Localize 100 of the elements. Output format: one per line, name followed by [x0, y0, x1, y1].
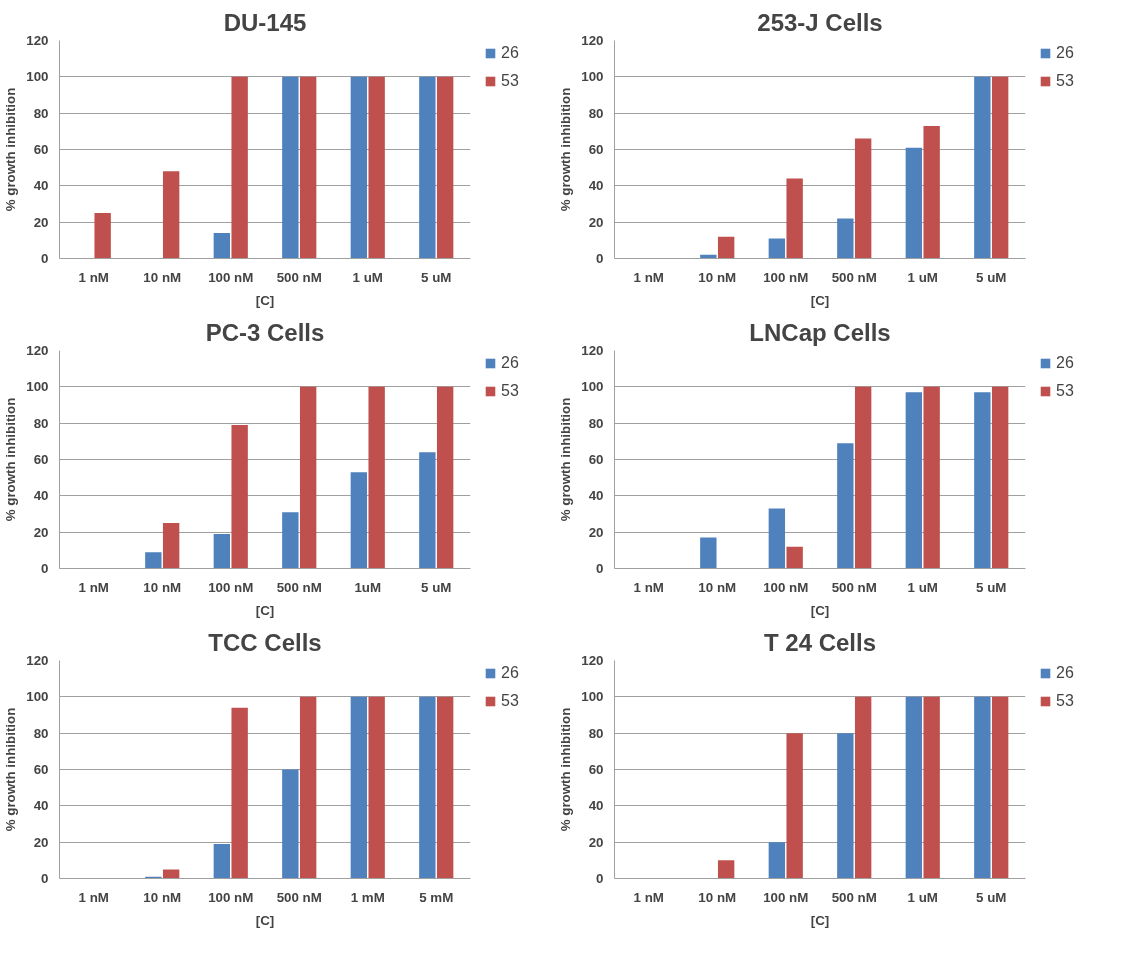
x-tick-label: 100 nM	[763, 269, 809, 285]
x-tick-label: 1 uM	[907, 579, 938, 595]
x-axis-title: [C]	[810, 602, 830, 618]
y-tick-label: 100	[26, 689, 49, 705]
x-tick-label: 1 uM	[352, 269, 383, 285]
y-tick-label: 40	[588, 178, 604, 194]
legend-label: 53	[501, 72, 520, 90]
x-tick-label: 500 nM	[276, 269, 322, 285]
y-tick-label: 0	[41, 251, 49, 266]
y-tick-label: 20	[33, 524, 49, 540]
x-tick-label: 100 nM	[208, 889, 254, 905]
x-axis-title: [C]	[255, 292, 275, 308]
y-axis-title: % growth inhibition	[558, 87, 574, 212]
x-tick-label: 10 nM	[698, 889, 737, 905]
y-tick-label: 60	[33, 142, 49, 157]
y-tick-label: 40	[588, 488, 604, 504]
x-tick-label: 10 nM	[143, 579, 182, 595]
y-tick-label: 120	[581, 343, 604, 358]
y-axis-title: % growth inhibition	[3, 397, 19, 522]
x-tick-label: 1 nM	[78, 579, 109, 595]
x-tick-label: 10 nM	[698, 269, 737, 285]
chart-title: T 24 Cells	[763, 628, 877, 656]
x-axis-title: [C]	[255, 602, 275, 618]
x-tick-label: 5 mM	[419, 889, 454, 905]
legend-label: 26	[501, 354, 520, 372]
legend-label: 53	[501, 692, 520, 710]
y-tick-label: 120	[581, 33, 604, 48]
y-tick-label: 100	[581, 379, 604, 395]
x-tick-label: 500 nM	[276, 579, 322, 595]
y-tick-label: 40	[33, 178, 49, 194]
y-tick-label: 0	[41, 561, 49, 576]
chart-title: PC-3 Cells	[205, 318, 325, 346]
legend-label: 53	[1056, 72, 1075, 90]
y-axis-title: % growth inhibition	[558, 397, 574, 522]
x-tick-label: 100 nM	[763, 579, 809, 595]
y-tick-label: 60	[588, 142, 604, 157]
y-tick-label: 60	[588, 762, 604, 777]
y-tick-label: 120	[26, 33, 49, 48]
x-tick-label: 10 nM	[698, 579, 737, 595]
x-tick-label: 10 nM	[143, 269, 182, 285]
y-tick-label: 0	[596, 251, 604, 266]
y-tick-label: 40	[33, 488, 49, 504]
y-tick-label: 40	[33, 798, 49, 814]
x-tick-label: 1 uM	[907, 269, 938, 285]
y-tick-label: 80	[33, 105, 49, 121]
legend-label: 53	[1056, 382, 1075, 400]
x-tick-label: 100 nM	[208, 269, 254, 285]
x-tick-label: 500 nM	[831, 889, 877, 905]
y-tick-label: 60	[33, 762, 49, 777]
y-tick-label: 120	[26, 343, 49, 358]
y-axis-title: % growth inhibition	[558, 707, 574, 832]
legend-label: 53	[501, 382, 520, 400]
y-tick-label: 100	[581, 69, 604, 85]
legend-label: 26	[1056, 354, 1075, 372]
y-tick-label: 20	[588, 214, 604, 230]
y-tick-label: 20	[33, 214, 49, 230]
legend-label: 26	[501, 664, 520, 682]
x-tick-label: 1 uM	[907, 889, 938, 905]
x-tick-label: 5 uM	[976, 579, 1007, 595]
y-tick-label: 80	[33, 725, 49, 741]
x-tick-label: 100 nM	[208, 579, 254, 595]
x-tick-label: 500 nM	[276, 889, 322, 905]
y-tick-label: 60	[33, 452, 49, 467]
y-tick-label: 80	[588, 105, 604, 121]
x-tick-label: 500 nM	[831, 579, 877, 595]
y-tick-label: 20	[33, 834, 49, 850]
y-tick-label: 20	[588, 834, 604, 850]
x-tick-label: 1 nM	[633, 889, 664, 905]
legend-label: 26	[501, 44, 520, 62]
y-tick-label: 80	[33, 415, 49, 431]
y-tick-label: 100	[581, 689, 604, 705]
chart-title: DU-145	[223, 8, 307, 36]
y-tick-label: 120	[26, 653, 49, 668]
x-axis-title: [C]	[255, 912, 275, 928]
x-tick-label: 5 uM	[421, 579, 452, 595]
x-tick-label: 500 nM	[831, 269, 877, 285]
y-tick-label: 100	[26, 69, 49, 85]
x-tick-label: 1 nM	[633, 269, 664, 285]
chart-title: TCC Cells	[208, 628, 322, 656]
x-tick-label: 1 nM	[78, 889, 109, 905]
legend-label: 26	[1056, 44, 1075, 62]
y-tick-label: 0	[596, 871, 604, 886]
x-tick-label: 1 nM	[78, 269, 109, 285]
y-axis-title: % growth inhibition	[3, 87, 19, 212]
x-axis-title: [C]	[810, 912, 830, 928]
chart-title: 253-J Cells	[757, 8, 883, 36]
x-tick-label: 1 mM	[350, 889, 385, 905]
x-tick-label: 10 nM	[143, 889, 182, 905]
y-tick-label: 40	[588, 798, 604, 814]
x-tick-label: 1 nM	[633, 579, 664, 595]
y-tick-label: 120	[581, 653, 604, 668]
y-tick-label: 20	[588, 524, 604, 540]
legend-label: 53	[1056, 692, 1075, 710]
chart-title: LNCap Cells	[749, 318, 891, 346]
y-axis-title: % growth inhibition	[3, 707, 19, 832]
x-tick-label: 5 uM	[421, 269, 452, 285]
x-tick-label: 5 uM	[976, 889, 1007, 905]
y-tick-label: 0	[596, 561, 604, 576]
y-tick-label: 0	[41, 871, 49, 886]
y-tick-label: 100	[26, 379, 49, 395]
